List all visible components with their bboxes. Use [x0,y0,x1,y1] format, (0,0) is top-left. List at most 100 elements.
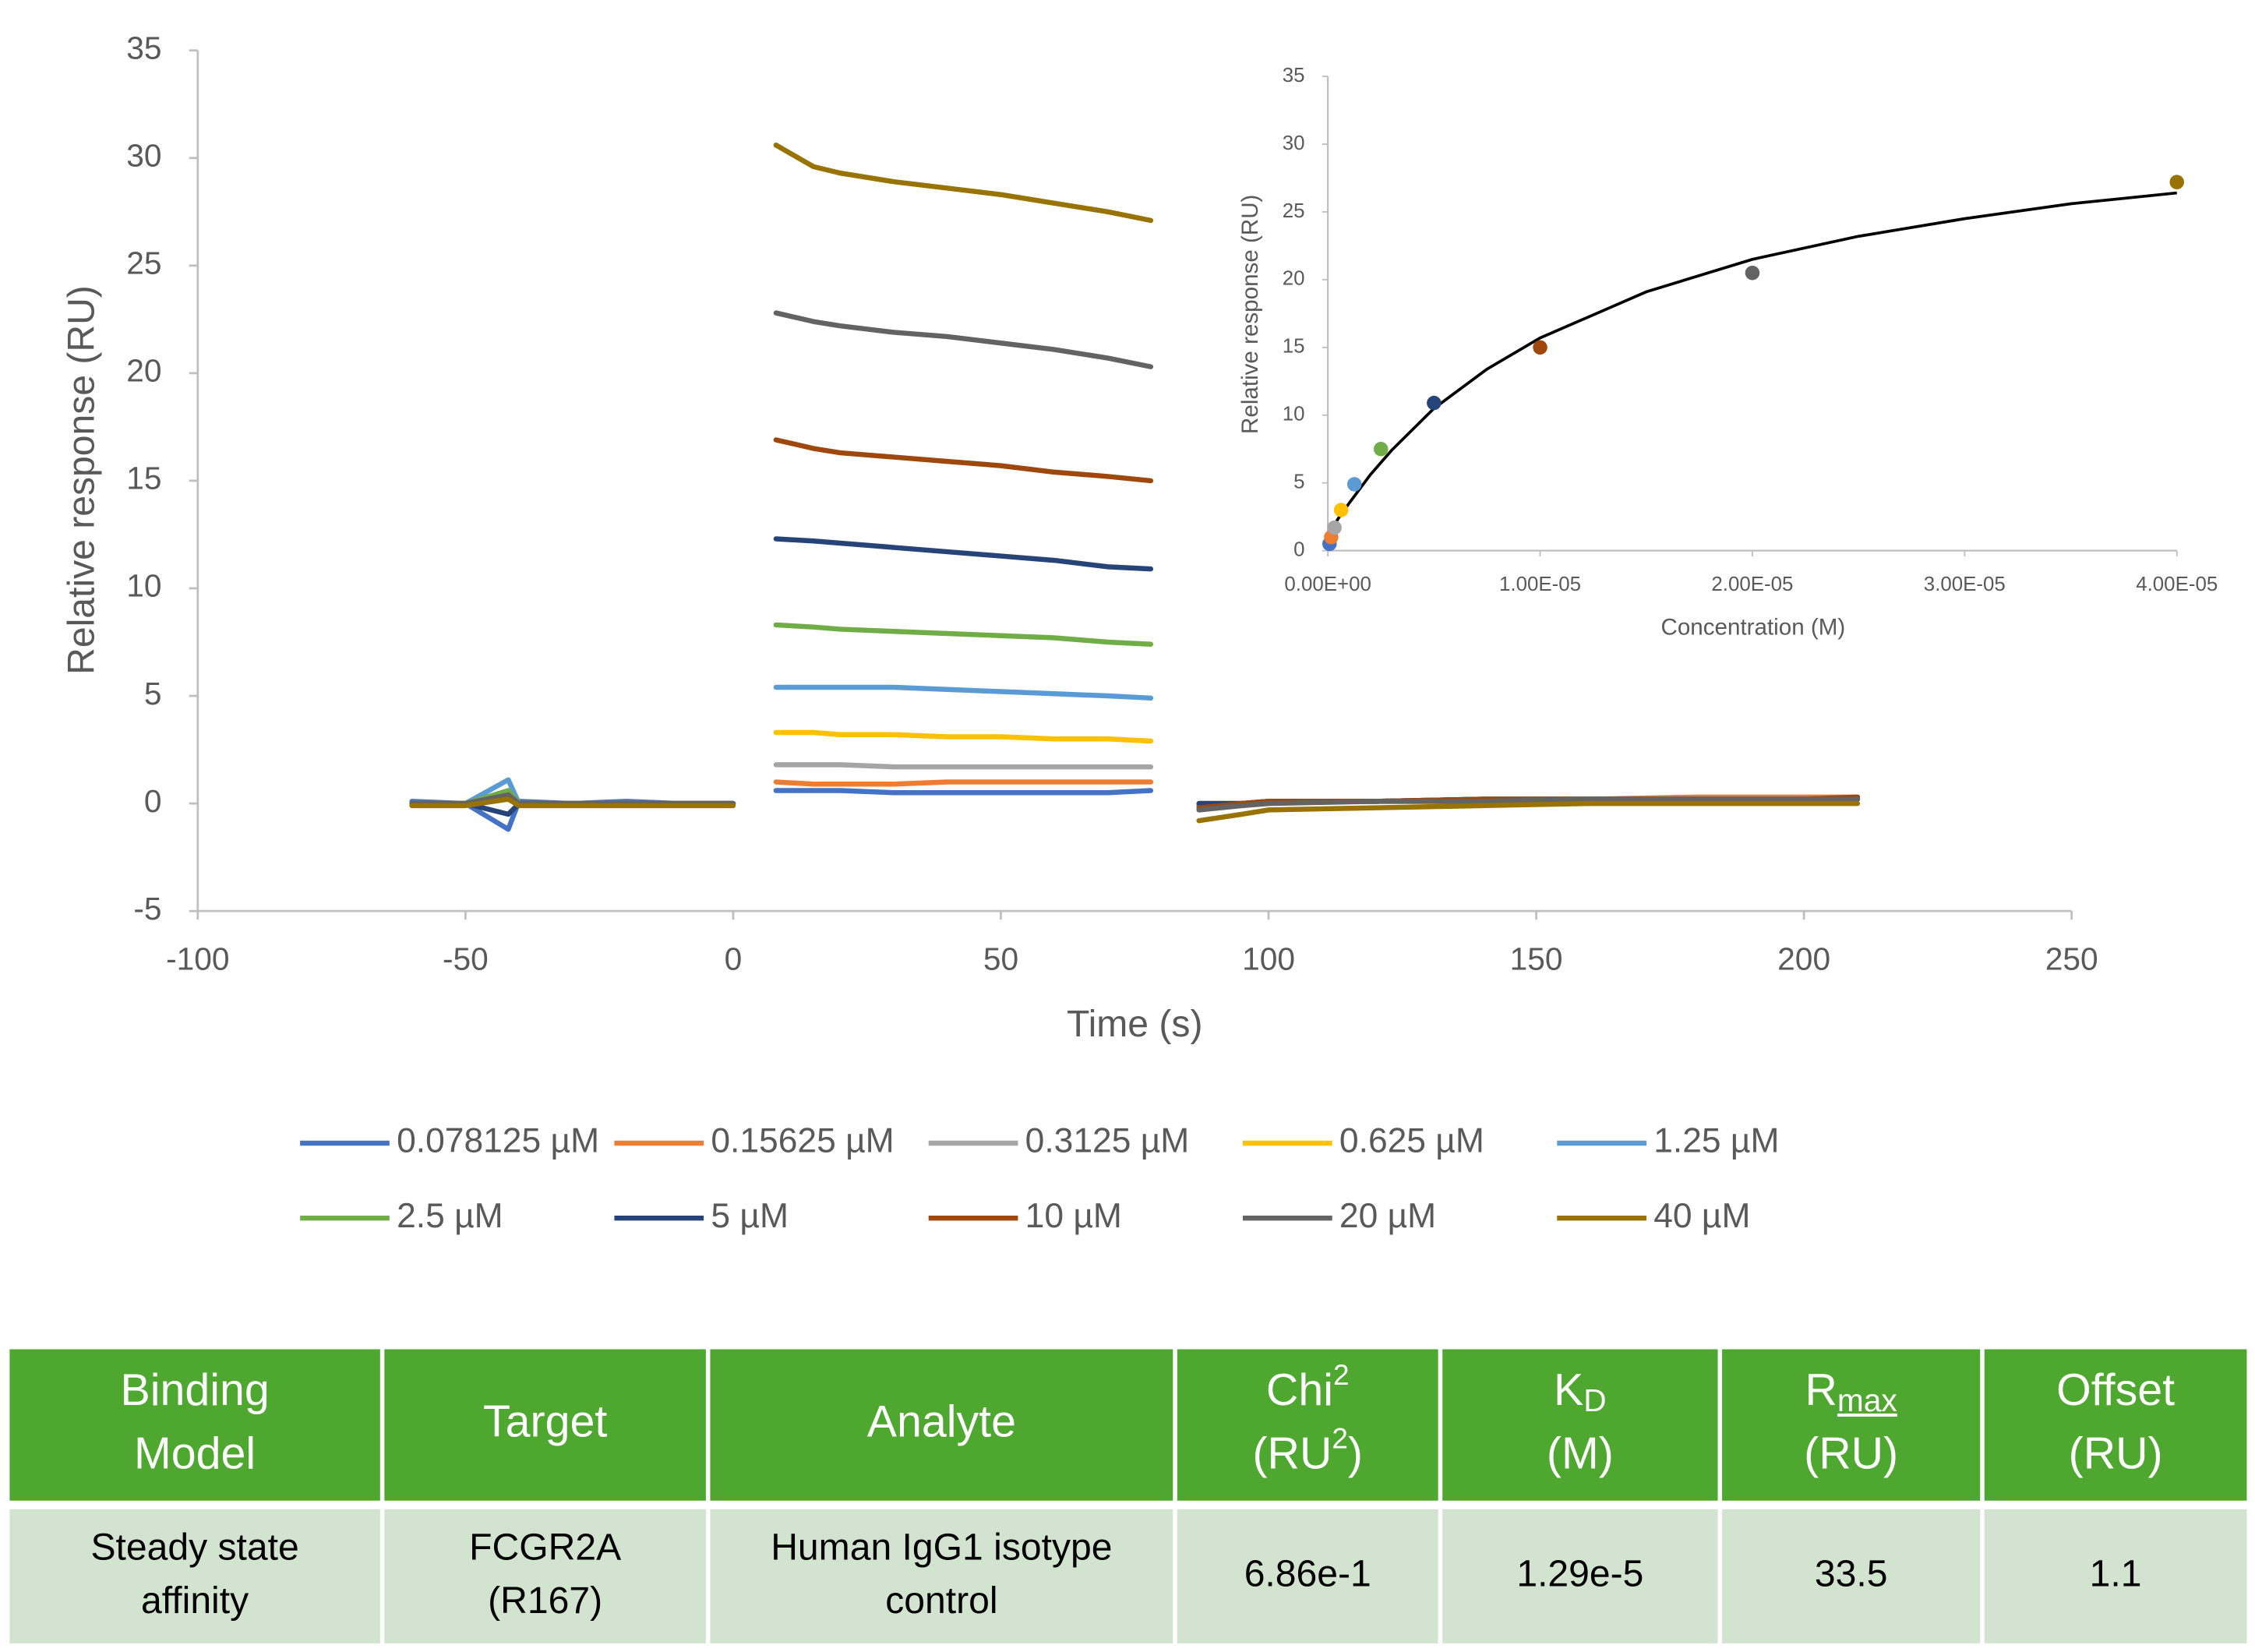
header-cell [1984,1349,2247,1501]
header-cell [1177,1349,1438,1501]
header-cell [9,1349,380,1501]
series-line [409,310,1861,813]
y-tick-label: 25 [126,245,161,281]
inset-x-tick-label: 4.00E-05 [2136,574,2218,595]
header-run: Offset [2056,1365,2175,1415]
x-tick-label: 150 [1510,941,1563,977]
header-run: (RU) [1804,1428,1898,1478]
table-cell [1177,1509,1438,1643]
subscript: D [1583,1382,1606,1418]
legend-label: 5 µM [711,1197,789,1235]
inset-y-tick-label: 5 [1293,471,1304,493]
inset-x-tick-label: 3.00E-05 [1924,574,2006,595]
inset-y-tick-label: 10 [1283,404,1305,425]
legend-label: 0.078125 µM [397,1122,599,1160]
x-tick-label: 200 [1777,941,1830,977]
series-line [409,142,1861,824]
y-tick-label: 15 [126,461,161,496]
y-tick-label: 30 [126,138,161,174]
table-cell [9,1509,380,1643]
header-run: (RU [1252,1428,1332,1478]
legend-label: 2.5 µM [397,1197,503,1235]
header-run: Target [483,1397,607,1447]
series-line [409,622,1861,809]
y-tick-label: -5 [133,891,161,927]
cell-text: 1.29e-5 [1516,1553,1643,1595]
inset-x-axis-title: Concentration (M) [1661,614,1846,640]
table-cell [710,1509,1173,1643]
header-text: (RU) [2069,1428,2163,1478]
legend-label: 0.15625 µM [711,1122,894,1160]
y-axis-title: Relative response (RU) [60,285,102,675]
header-text: KD [1554,1365,1607,1418]
subscript: max [1837,1382,1897,1418]
inset-x-tick-label: 2.00E-05 [1711,574,1793,595]
series-line [409,437,1861,810]
table-cell [1442,1509,1718,1643]
header-cell [1442,1349,1718,1501]
data-point [1745,265,1760,281]
header-text: Model [134,1428,256,1478]
cell-text: control [885,1580,997,1622]
header-run: (M) [1547,1428,1614,1478]
y-tick-label: 10 [126,568,161,604]
table-cell [1722,1509,1981,1643]
superscript: 2 [1333,1359,1350,1391]
inset-y-tick-label: 0 [1293,539,1304,561]
data-point [1327,520,1342,535]
header-run: Model [134,1428,256,1478]
inset-y-tick-label: 25 [1283,200,1305,222]
header-run: Analyte [867,1397,1016,1447]
inset-y-tick-label: 20 [1283,268,1305,290]
header-text: (M) [1547,1428,1614,1478]
header-text: Analyte [867,1397,1016,1447]
header-text: Target [483,1397,607,1447]
x-tick-label: 50 [983,941,1018,977]
header-text: Offset [2056,1365,2175,1415]
legend-label: 0.3125 µM [1025,1122,1190,1160]
data-point [1373,441,1389,457]
cell-text: Human IgG1 isotype [771,1526,1112,1568]
header-cell [384,1349,706,1501]
legend-label: 40 µM [1653,1197,1750,1235]
header-text: (RU) [1804,1428,1898,1478]
legend-label: 0.625 µM [1339,1122,1484,1160]
series-line [409,684,1861,809]
header-cell [710,1349,1173,1501]
inset-y-tick-label: 35 [1283,65,1305,86]
series-line [409,536,1861,817]
header-run: (RU) [2069,1428,2163,1478]
cell-text: 33.5 [1815,1553,1888,1595]
header-text: Chi2 [1266,1359,1350,1415]
cell-text: affinity [141,1580,249,1622]
data-point [1333,503,1349,517]
table-cell [384,1509,706,1643]
header-run: Chi [1266,1365,1333,1415]
table-cell [1984,1509,2247,1643]
legend-label: 10 µM [1025,1197,1122,1235]
header-run: K [1554,1365,1583,1415]
superscript: 2 [1332,1423,1348,1455]
y-tick-label: 5 [144,676,162,711]
header-cell [1722,1349,1981,1501]
x-tick-label: -50 [443,941,489,977]
x-tick-label: 0 [725,941,743,977]
header-run: R [1805,1365,1837,1415]
x-tick-label: 100 [1242,941,1295,977]
cell-text: Steady state [90,1526,298,1568]
y-tick-label: 20 [126,353,161,389]
legend-label: 20 µM [1339,1197,1436,1235]
header-run: ) [1348,1428,1363,1478]
data-point [1533,340,1547,355]
data-point [1346,477,1362,492]
cell-text: (R167) [488,1580,602,1622]
data-point [2169,175,2184,189]
inset-y-axis-title: Relative response (RU) [1237,195,1263,434]
y-tick-label: 0 [144,783,162,819]
inset-y-tick-label: 15 [1283,336,1305,358]
x-tick-label: -100 [166,941,229,977]
header-run: Binding [120,1365,269,1415]
x-tick-label: 250 [2045,941,2098,977]
